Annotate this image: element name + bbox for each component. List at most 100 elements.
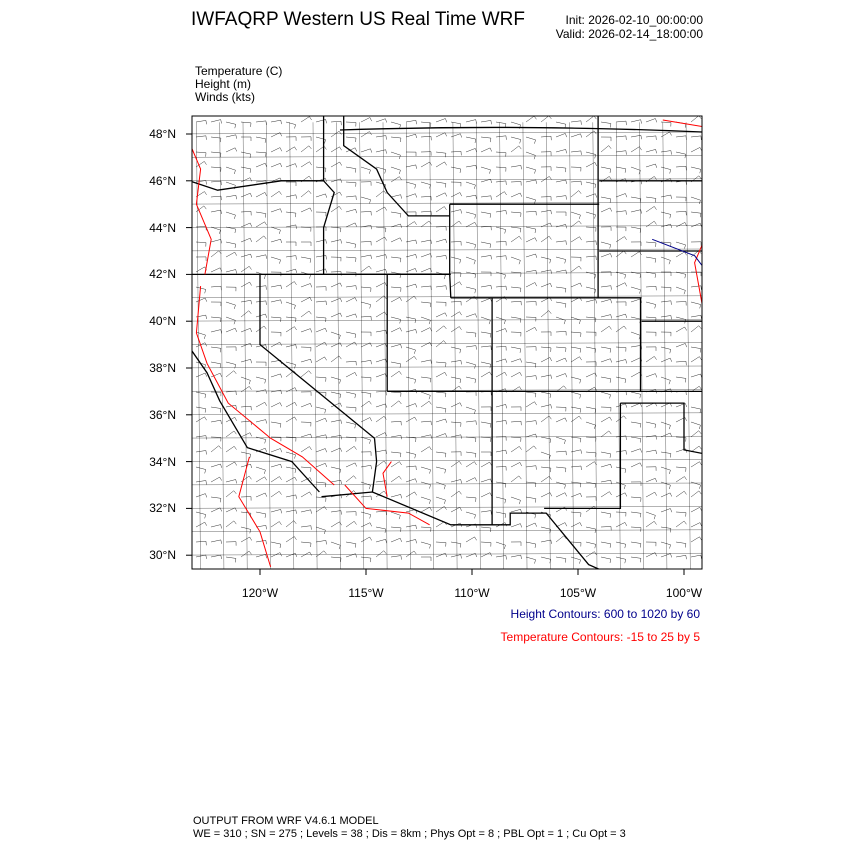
- wind-barb: [495, 316, 506, 325]
- wind-barb: [405, 376, 417, 384]
- wind-barb: [420, 420, 432, 426]
- wind-barb: [315, 145, 327, 153]
- wind-barb: [405, 524, 417, 530]
- wind-barb: [450, 554, 462, 559]
- wind-barb: [480, 297, 493, 303]
- wind-barb: [600, 541, 612, 548]
- county-line: [476, 122, 481, 569]
- wind-barb: [330, 146, 342, 153]
- wind-barb: [525, 211, 537, 216]
- wind-barb: [465, 496, 477, 502]
- wind-barb: [556, 211, 567, 216]
- wind-barb: [570, 282, 583, 288]
- wind-barb: [210, 250, 222, 258]
- wind-barb: [435, 118, 448, 123]
- wind-barb: [240, 166, 252, 173]
- wind-barb: [390, 166, 401, 175]
- wind-barb: [360, 286, 372, 292]
- wind-barb: [285, 494, 297, 499]
- wind-barb: [465, 420, 477, 425]
- wind-barb: [301, 241, 312, 246]
- wind-barb: [450, 301, 462, 306]
- wind-barb: [285, 163, 297, 168]
- wind-barb: [195, 135, 207, 140]
- wind-barb: [600, 451, 612, 458]
- wind-barb: [360, 481, 371, 490]
- wind-barb: [690, 385, 702, 393]
- wind-barb: [630, 481, 642, 486]
- wind-barb: [510, 235, 522, 243]
- wind-barb: [285, 211, 297, 218]
- wind-barb: [285, 401, 297, 408]
- wind-barb: [495, 449, 507, 455]
- wind-barb: [630, 286, 641, 294]
- wind-barb: [690, 506, 702, 513]
- wind-barb: [255, 492, 268, 498]
- wind-barb: [450, 541, 462, 548]
- wind-barb: [465, 451, 477, 458]
- wind-barb: [225, 166, 236, 175]
- wind-barb: [390, 537, 402, 543]
- wind-barb: [660, 256, 671, 265]
- wind-barb: [585, 331, 597, 337]
- wind-barb: [630, 146, 642, 153]
- wind-barb: [300, 207, 313, 213]
- lon-tick-label: 120°W: [241, 586, 279, 600]
- wind-barb: [195, 120, 207, 125]
- wind-barb: [405, 193, 417, 198]
- wind-barb: [315, 448, 327, 453]
- wind-barb: [555, 450, 567, 456]
- wind-barb: [570, 541, 582, 547]
- wind-barb: [300, 433, 313, 438]
- axis-ticks: [186, 133, 685, 575]
- wind-barb: [345, 341, 357, 348]
- wind-barb: [255, 476, 267, 483]
- county-line: [359, 122, 364, 569]
- wind-barb: [210, 391, 222, 397]
- wind-barb: [405, 550, 417, 558]
- wind-barb: [525, 282, 537, 288]
- temperature-contour: [769, 415, 811, 532]
- init-time: Init: 2026-02-10_00:00:00: [565, 13, 703, 27]
- height-contour: [737, 415, 790, 485]
- wind-barb: [480, 541, 492, 547]
- wind-barb: [450, 311, 462, 318]
- wind-barb: [375, 403, 388, 408]
- wind-barb: [645, 316, 657, 322]
- wind-barb: [555, 466, 567, 473]
- wind-barb: [615, 492, 628, 498]
- wind-barb: [420, 327, 433, 333]
- wind-barb: [435, 132, 447, 138]
- wind-barb: [315, 391, 327, 397]
- wind-barb: [225, 507, 238, 513]
- wind-barb: [240, 342, 253, 348]
- lon-tick-label: 100°W: [665, 586, 703, 600]
- wind-barb: [555, 492, 567, 498]
- county-line: [429, 122, 434, 569]
- wind-barb: [300, 466, 312, 472]
- wind-barb: [540, 209, 552, 215]
- wind-barb: [570, 406, 582, 413]
- wind-barb: [585, 461, 597, 468]
- wind-barb: [315, 226, 327, 231]
- wind-barb: [435, 361, 447, 367]
- wind-barb: [675, 326, 687, 333]
- wind-barb: [405, 451, 417, 459]
- wind-barb: [420, 161, 432, 168]
- wind-barb: [480, 241, 492, 248]
- wind-barb: [555, 417, 567, 423]
- wind-barb: [540, 151, 552, 156]
- wind-barb: [450, 220, 462, 228]
- map-frame: [191, 115, 703, 570]
- wind-barb: [285, 509, 297, 514]
- wind-barb: [240, 253, 253, 258]
- border-ca-az: [371, 438, 378, 493]
- county-line: [192, 248, 702, 252]
- wind-barb: [450, 434, 462, 439]
- wind-barb: [465, 241, 477, 249]
- wind-barb: [585, 130, 597, 138]
- wind-barb: [225, 241, 237, 249]
- wind-barb: [465, 165, 477, 170]
- wind-barb: [390, 237, 403, 243]
